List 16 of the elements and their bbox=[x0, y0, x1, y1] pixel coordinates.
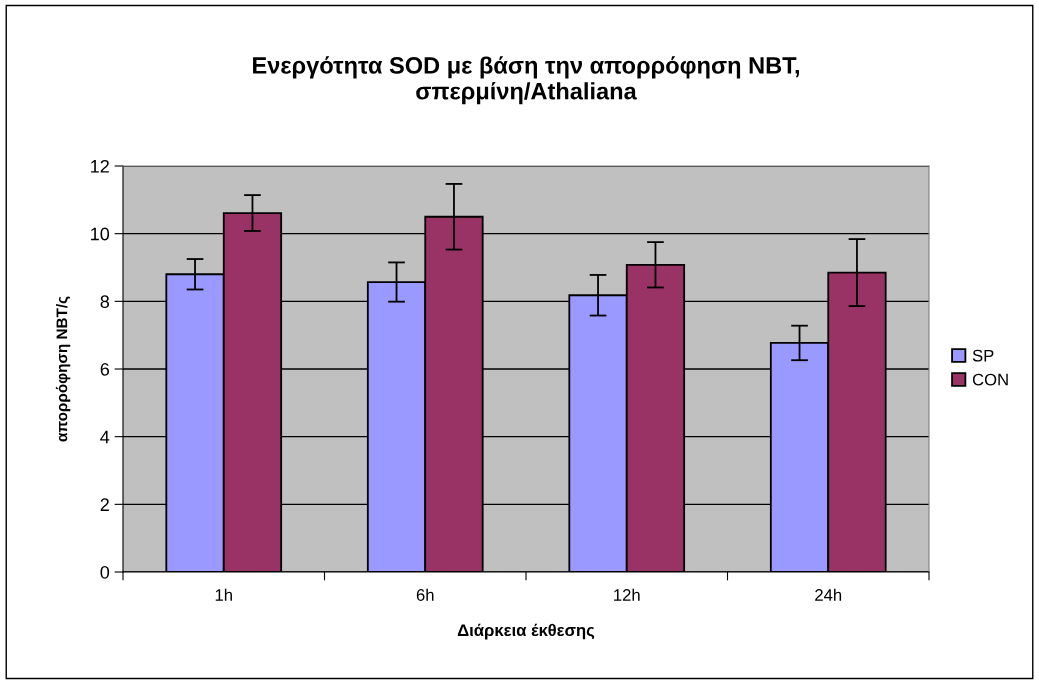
x-tick-label: 1h bbox=[215, 588, 232, 601]
y-axis-title: απορρόφηση NBT/ς bbox=[55, 296, 71, 442]
chart-title: Ενεργότητα SOD με βάση την απορρόφηση NBT, σπερμίνη/Athaliana bbox=[253, 56, 799, 105]
legend-label: SP bbox=[972, 349, 994, 362]
x-tick-label: 6h bbox=[416, 588, 434, 601]
y-tick-label: 6 bbox=[100, 362, 110, 376]
legend-label: CON bbox=[972, 373, 1008, 386]
y-tick-label: 2 bbox=[100, 498, 109, 511]
x-axis-title: Διάρκεια έκθεσης bbox=[457, 623, 595, 640]
y-tick-label: 4 bbox=[100, 430, 110, 444]
y-tick-label: 10 bbox=[91, 227, 110, 241]
x-tick-label: 24h bbox=[815, 588, 842, 601]
y-tick-label: 8 bbox=[100, 295, 110, 309]
x-tick-label: 12h bbox=[614, 588, 640, 601]
y-tick-label: 12 bbox=[91, 159, 109, 173]
y-tick-label: 0 bbox=[100, 565, 110, 579]
